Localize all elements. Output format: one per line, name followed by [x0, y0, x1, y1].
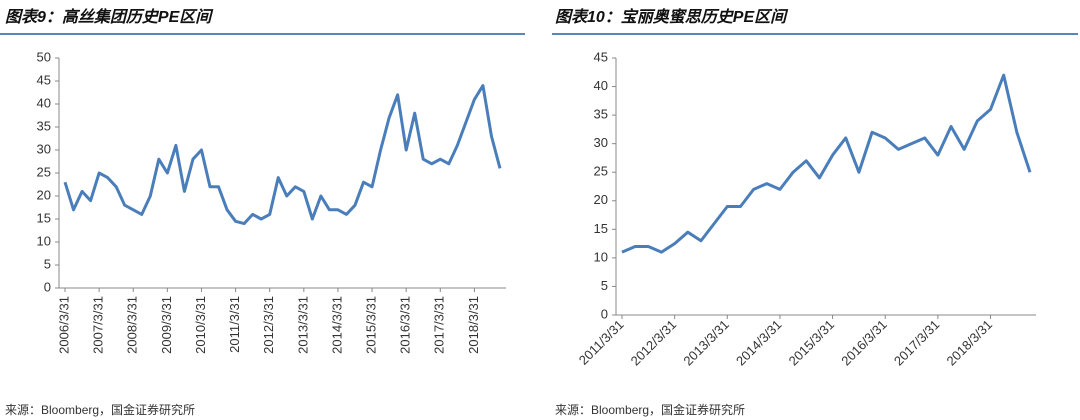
y-tick-label: 15	[594, 221, 608, 236]
y-tick-label: 0	[601, 306, 608, 321]
x-tick-label: 2016/3/31	[838, 317, 890, 369]
chart-title: 图表9：高丝集团历史PE区间	[5, 8, 214, 26]
y-tick-label: 45	[594, 49, 608, 64]
y-tick-label: 5	[601, 278, 608, 293]
x-tick-label: 2014/3/31	[329, 296, 344, 354]
source: 来源：Bloomberg，国金证券研究所	[555, 402, 745, 417]
chart-title: 图表10：宝丽奥蜜思历史PE区间	[555, 8, 789, 26]
x-tick-label: 2008/3/31	[125, 296, 140, 354]
x-tick-label: 2006/3/31	[56, 296, 71, 354]
source: 来源：Bloomberg，国金证券研究所	[5, 402, 195, 417]
y-tick-label: 15	[37, 210, 51, 225]
y-tick-label: 0	[44, 279, 51, 294]
y-tick-label: 5	[44, 256, 51, 271]
x-tick-label: 2010/3/31	[193, 296, 208, 354]
x-tick-label: 2013/3/31	[680, 317, 732, 369]
x-tick-label: 2018/3/31	[944, 317, 996, 369]
line	[63, 84, 502, 226]
y-tick-label: 25	[37, 164, 51, 179]
x-tick-label: 2012/3/31	[261, 296, 276, 354]
y-tick-label: 20	[37, 187, 51, 202]
x-tick-label: 2012/3/31	[628, 317, 680, 369]
y-tick-label: 40	[37, 95, 51, 110]
y-tick-label: 50	[37, 49, 51, 64]
x-tick-label: 2015/3/31	[786, 317, 838, 369]
x-tick-label: 2011/3/31	[576, 317, 627, 368]
x-tick-label: 2011/3/31	[227, 296, 242, 353]
y-tick-label: 10	[37, 233, 51, 248]
y-tick-label: 35	[594, 107, 608, 122]
y-tick-label: 25	[594, 164, 608, 179]
y-tick-label: 30	[594, 135, 608, 150]
y-tick-label: 30	[37, 141, 51, 156]
x-tick-label: 2017/3/31	[432, 296, 447, 354]
x-tick-label: 2017/3/31	[891, 317, 943, 369]
x-tick-label: 2015/3/31	[363, 296, 378, 354]
y-tick-label: 10	[594, 249, 608, 264]
x-tick-label: 2009/3/31	[159, 296, 174, 354]
x-tick-label: 2014/3/31	[733, 317, 785, 369]
y-tick-label: 35	[37, 118, 51, 133]
y-tick-label: 45	[37, 72, 51, 87]
x-tick-label: 2018/3/31	[466, 296, 481, 354]
x-tick-label: 2007/3/31	[91, 296, 106, 354]
x-tick-label: 2013/3/31	[295, 296, 310, 354]
x-tick-label: 2016/3/31	[398, 296, 413, 354]
y-tick-label: 40	[594, 78, 608, 93]
y-tick-label: 20	[594, 192, 608, 207]
line	[621, 73, 1032, 254]
